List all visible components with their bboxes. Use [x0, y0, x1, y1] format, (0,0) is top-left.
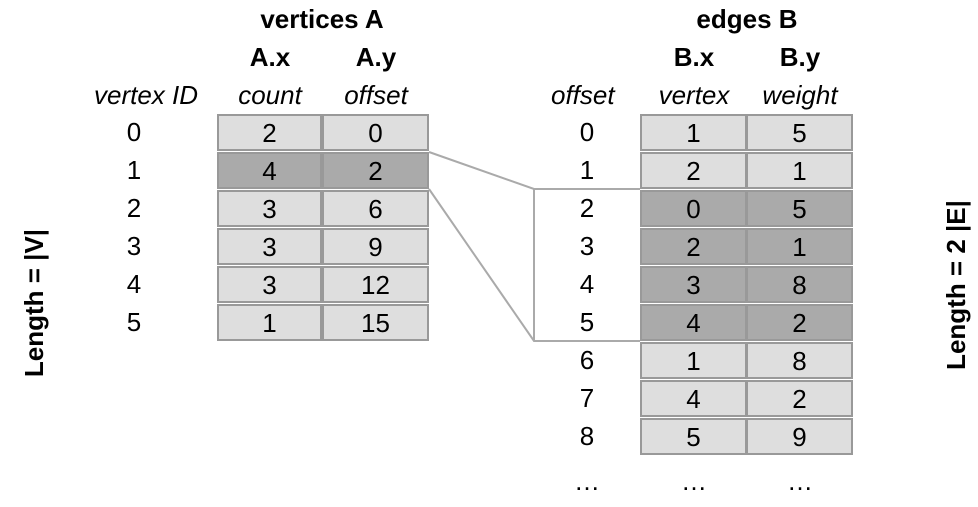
edge-weight-cell: 5 — [746, 190, 853, 227]
vertex-id-label: vertex ID — [94, 80, 199, 110]
edges-weight-ellipsis: … — [787, 466, 813, 496]
edges-title: edges B — [696, 4, 798, 34]
edge-offset: 1 — [579, 155, 595, 185]
vertices-col-x-header: A.x — [249, 42, 291, 72]
vertices-length-label: Length = |V| — [19, 228, 49, 378]
edge-vertex-cell: 5 — [640, 418, 747, 455]
edge-vertex-cell: 3 — [640, 266, 747, 303]
vertices-title: vertices A — [260, 4, 384, 34]
edge-vertex-cell: 1 — [640, 342, 747, 379]
edge-offset: 2 — [579, 193, 595, 223]
vertex-id: 3 — [126, 231, 142, 261]
edges-col-x-header: B.x — [673, 42, 715, 72]
vertex-count-cell: 4 — [217, 152, 322, 189]
edge-vertex-cell: 4 — [640, 380, 747, 417]
edge-weight-cell: 9 — [746, 418, 853, 455]
vertex-id: 0 — [126, 117, 142, 147]
vertex-id: 5 — [126, 307, 142, 337]
edge-offset: 4 — [579, 269, 595, 299]
vertex-count-cell: 3 — [217, 266, 322, 303]
edge-vertex-cell: 1 — [640, 114, 747, 151]
edge-weight-cell: 8 — [746, 342, 853, 379]
edges-offset-ellipsis: … — [574, 466, 600, 496]
edge-weight-cell: 5 — [746, 114, 853, 151]
vertex-count-cell: 3 — [217, 190, 322, 227]
edge-vertex-cell: 2 — [640, 228, 747, 265]
vertex-count-cell: 3 — [217, 228, 322, 265]
edge-weight-cell: 1 — [746, 152, 853, 189]
edge-offset: 5 — [579, 307, 595, 337]
edge-offset: 0 — [579, 117, 595, 147]
vertices-count-label: count — [238, 80, 302, 110]
edge-weight-cell: 1 — [746, 228, 853, 265]
vertices-col-y-header: A.y — [355, 42, 397, 72]
vertex-offset-cell: 2 — [322, 152, 429, 189]
edges-vertex-ellipsis: … — [681, 466, 707, 496]
edges-weight-label: weight — [762, 80, 838, 110]
edge-vertex-cell: 4 — [640, 304, 747, 341]
edge-weight-cell: 8 — [746, 266, 853, 303]
vertices-offset-label: offset — [344, 80, 408, 110]
vertex-count-cell: 2 — [217, 114, 322, 151]
edge-weight-cell: 2 — [746, 304, 853, 341]
edges-length-label: Length = 2 |E| — [941, 200, 971, 370]
edge-offset: 7 — [579, 383, 595, 413]
vertex-offset-cell: 12 — [322, 266, 429, 303]
vertex-id: 2 — [126, 193, 142, 223]
edge-offset: 8 — [579, 421, 595, 451]
edges-vertex-label: vertex — [658, 80, 730, 110]
vertex-id: 4 — [126, 269, 142, 299]
edge-vertex-cell: 2 — [640, 152, 747, 189]
edge-offset: 6 — [579, 345, 595, 375]
connector-top-line — [428, 151, 640, 190]
vertex-id: 1 — [126, 155, 142, 185]
vertex-offset-cell: 9 — [322, 228, 429, 265]
vertex-offset-cell: 15 — [322, 304, 429, 341]
vertex-offset-cell: 6 — [322, 190, 429, 227]
vertex-offset-cell: 0 — [322, 114, 429, 151]
edges-col-y-header: B.y — [779, 42, 821, 72]
vertex-count-cell: 1 — [217, 304, 322, 341]
edge-weight-cell: 2 — [746, 380, 853, 417]
edge-offset: 3 — [579, 231, 595, 261]
edges-offset-label: offset — [551, 80, 615, 110]
